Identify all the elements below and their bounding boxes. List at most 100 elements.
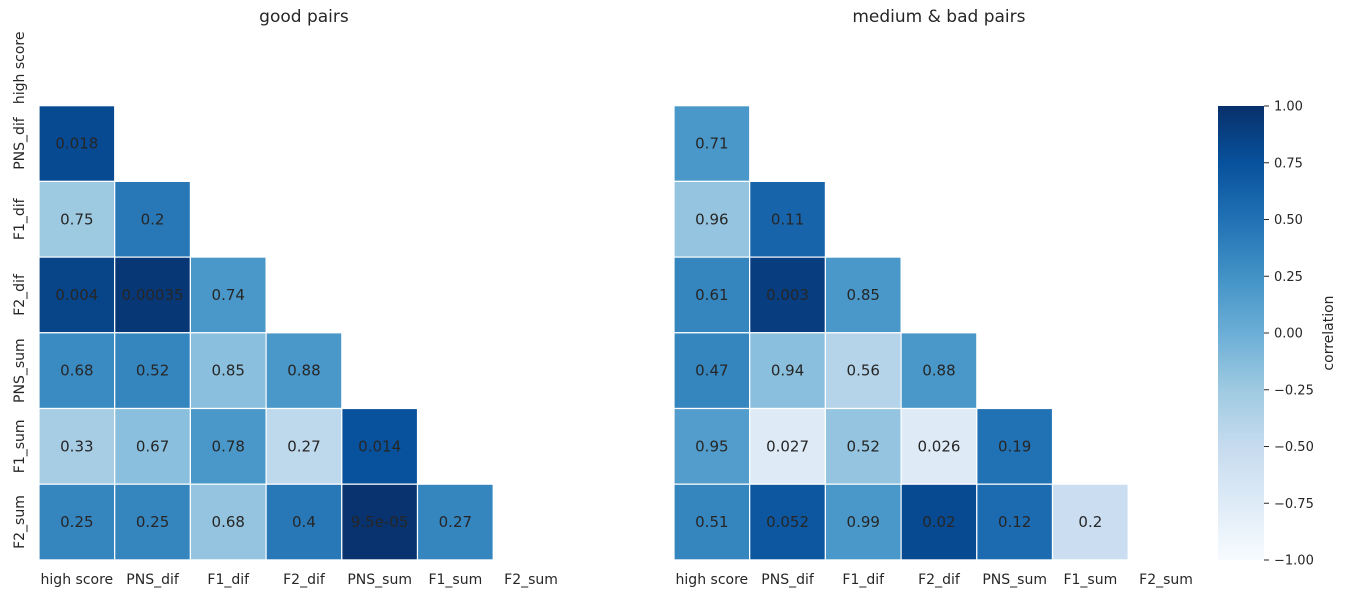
heatmap-cell: [189, 256, 267, 334]
cell-annotation: 0.004: [55, 286, 98, 304]
heatmap-cell: [673, 483, 751, 561]
cell-annotation: 0.52: [847, 437, 880, 455]
cell-annotation: 0.052: [766, 513, 809, 531]
y-tick-label: F1_sum: [12, 419, 28, 473]
cell-annotation: 0.12: [998, 513, 1031, 531]
colorbar-tick-label: −0.50: [1274, 440, 1314, 455]
cell-annotation: 0.67: [136, 437, 169, 455]
heatmap-cell: [749, 180, 827, 258]
y-tick-label: F2_sum: [12, 495, 28, 549]
x-tick-label: PNS_sum: [347, 572, 412, 588]
cell-annotation: 0.47: [695, 362, 728, 380]
x-tick-label: PNS_sum: [982, 572, 1047, 588]
heatmap-cell: [1051, 483, 1129, 561]
heatmap-cell: [824, 256, 902, 334]
heatmap-cell: [114, 332, 191, 410]
heatmap-cell: [673, 180, 751, 258]
cell-annotation: 0.4: [292, 513, 316, 531]
colorbar: 1.00 0.75 0.50 0.25 0.00 −0.25 −0.50 −0.75 −1.00…: [1218, 100, 1337, 569]
x-tick-label: F2_sum: [1139, 572, 1193, 588]
heatmap-cell: [265, 332, 343, 410]
cell-annotation: 0.85: [847, 286, 880, 304]
heatmap-cell: [673, 105, 751, 182]
heatmap-cell: [976, 407, 1054, 485]
cell-annotation: 0.88: [922, 362, 955, 380]
colorbar-gradient: [1218, 106, 1264, 560]
x-tick-label: PNS_dif: [126, 572, 180, 588]
colorbar-label: correlation: [1321, 295, 1337, 370]
heatmap-cell: [38, 256, 116, 334]
cell-annotation: 0.61: [695, 286, 728, 304]
heatmap-panel-2: medium & bad pairs 0.71 0.96 0.11 0.61 0.003 0…: [673, 7, 1193, 588]
cell-annotation: 0.25: [136, 513, 169, 531]
cell-annotation: 0.19: [998, 437, 1031, 455]
y-tick-label: PNS_dif: [12, 116, 28, 170]
heatmap-cell: [114, 483, 191, 561]
x-tick-label: high score: [676, 572, 749, 588]
cell-annotation: 0.68: [212, 513, 245, 531]
cell-annotation: 0.00035: [122, 286, 184, 304]
y-tick-label: high score: [12, 32, 28, 105]
heatmap-cell: [341, 483, 419, 561]
colorbar-tick-label: 0.25: [1274, 270, 1303, 285]
heatmap-cell: [416, 483, 494, 561]
cell-annotation: 0.014: [358, 437, 401, 455]
x-tick-label: F2_sum: [504, 572, 558, 588]
cell-annotation: 0.02: [922, 513, 955, 531]
cell-annotation: 0.25: [60, 513, 93, 531]
x-tick-label: high score: [41, 572, 114, 588]
heatmap-cell: [824, 483, 902, 561]
colorbar-tick-label: 0.00: [1274, 327, 1303, 342]
panel-title: good pairs: [259, 7, 349, 27]
heatmap-cell: [38, 180, 116, 258]
cell-annotation: 0.51: [695, 513, 728, 531]
cell-annotation: 0.88: [287, 362, 320, 380]
cell-annotation: 0.74: [212, 286, 245, 304]
heatmap-cell: [976, 483, 1054, 561]
y-tick-label: F2_dif: [12, 273, 28, 316]
cell-annotation: 0.33: [60, 437, 93, 455]
cell-annotation: 0.11: [771, 210, 804, 228]
heatmap-cell: [114, 180, 191, 258]
heatmap-cell: [38, 105, 116, 182]
x-tick-label: PNS_dif: [761, 572, 815, 588]
cell-annotation: 0.99: [847, 513, 880, 531]
cell-annotation: 0.75: [60, 210, 93, 228]
colorbar-tick-label: 1.00: [1274, 100, 1303, 115]
heatmap-cell: [900, 483, 978, 561]
cell-annotation: 0.68: [60, 362, 93, 380]
colorbar-tick-label: −0.25: [1274, 383, 1314, 398]
heatmap-cell: [114, 407, 191, 485]
x-tick-label: F1_dif: [207, 572, 250, 588]
y-tick-label: PNS_sum: [12, 338, 28, 403]
cell-annotation: 0.56: [847, 362, 880, 380]
x-tick-label: F2_dif: [918, 572, 961, 588]
cell-annotation: 0.2: [141, 210, 165, 228]
x-tick-label: F2_dif: [283, 572, 326, 588]
heatmap-cell: [749, 483, 827, 561]
cell-annotation: 0.94: [771, 362, 804, 380]
cell-annotation: 0.2: [1078, 513, 1102, 531]
heatmap-panel-1: good pairs 0.018 0.75 0.2 0.004 0.00035 0.74 0.…: [12, 7, 558, 588]
cell-annotation: 0.96: [695, 210, 728, 228]
cell-annotation: 0.27: [439, 513, 472, 531]
cell-annotation: 0.026: [917, 437, 960, 455]
heatmap-cell: [265, 483, 343, 561]
colorbar-tick-label: 0.50: [1274, 213, 1303, 228]
cell-annotation: 0.003: [766, 286, 809, 304]
colorbar-tick-label: −1.00: [1274, 554, 1314, 569]
x-tick-label: F1_dif: [842, 572, 885, 588]
cell-annotation: 0.85: [212, 362, 245, 380]
heatmap-cell: [265, 407, 343, 485]
heatmap-cell: [749, 332, 827, 410]
heatmap-cell: [673, 256, 751, 334]
cell-annotation: 0.018: [55, 135, 98, 153]
colorbar-tick-label: −0.75: [1274, 497, 1314, 512]
heatmap-cell: [189, 483, 267, 561]
heatmap-cell: [900, 332, 978, 410]
x-tick-label: F1_sum: [1063, 572, 1117, 588]
cell-annotation: 0.52: [136, 362, 169, 380]
x-tick-label: F1_sum: [428, 572, 482, 588]
colorbar-tick-label: 0.75: [1274, 156, 1303, 171]
